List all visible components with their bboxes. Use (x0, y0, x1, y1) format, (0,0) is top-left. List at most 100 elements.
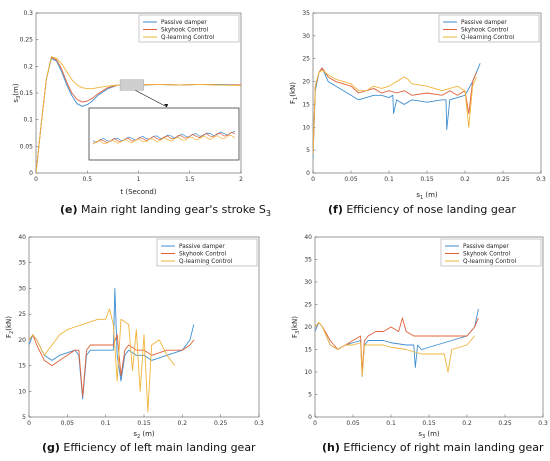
x-tick-label: 0.05 (344, 176, 358, 183)
caption-letter: (h) (322, 441, 340, 454)
y-axis-label-main: F (5, 334, 13, 338)
x-tick-label: 0.05 (346, 420, 360, 427)
series-line-2 (315, 322, 475, 377)
plot-area (28, 236, 260, 418)
x-tick-label: 0.3 (254, 420, 264, 427)
x-axis-label-main: s (418, 430, 422, 438)
x-tick-label: 0.3 (536, 176, 546, 183)
y-axis-label-sub: 2 (9, 331, 15, 334)
y-tick-label: 10 (304, 369, 312, 376)
y-tick-label: 25 (304, 302, 312, 309)
x-axis-label-sub: 3 (422, 434, 425, 440)
caption-text: Efficiency of left main landing gear (60, 441, 256, 454)
x-tick-label: 0.3 (538, 420, 548, 427)
caption-sub: 3 (266, 209, 271, 218)
y-tick-label: 15 (304, 347, 312, 354)
y-tick-label: 40 (18, 234, 26, 241)
y-axis-label-suffix: (m) (12, 83, 20, 96)
y-axis-label-suffix: (kN) (5, 316, 13, 331)
legend: Passive damper Skyhook ControlQ-learning … (440, 238, 542, 267)
x-axis-label-suffix: (m) (423, 191, 438, 199)
legend-label-1: Skyhook Control (461, 28, 509, 34)
series-group (313, 63, 481, 160)
y-tick-label: 0.2 (23, 63, 33, 70)
x-axis-label-sub: 1 (420, 195, 423, 201)
y-axis-label-sub: 3 (16, 96, 22, 99)
y-tick-label: 40 (304, 234, 312, 241)
y-tick-label: 5 (22, 414, 26, 421)
inset-series-2 (92, 135, 236, 145)
y-tick-label: 30 (18, 285, 26, 292)
panel-caption: (e) Main right landing gear's stroke S3 (60, 203, 271, 218)
series-line-0 (313, 63, 481, 160)
legend-label-0: Passive damper (463, 244, 509, 250)
series-line-1 (29, 334, 195, 397)
x-axis-label-main: s (133, 430, 137, 438)
caption-letter: (g) (42, 441, 60, 454)
legend: Passive damper Skyhook ControlQ-learning … (138, 14, 240, 43)
series-group (315, 308, 479, 377)
y-tick-label: 5 (308, 392, 312, 399)
y-tick-label: 0 (29, 170, 33, 177)
legend-label-2: Q-learning Control (463, 259, 517, 265)
y-tick-label: 20 (304, 324, 312, 331)
y-tick-label: 0.25 (20, 37, 34, 44)
y-axis-label-suffix: (kN) (291, 316, 299, 331)
y-tick-label: 0 (308, 414, 312, 421)
y-tick-label: 0.3 (23, 10, 33, 17)
legend-label-1: Skyhook Control (179, 252, 227, 258)
y-axis-label-main: F (289, 100, 297, 104)
y-axis-label: F2(kN) (5, 316, 15, 338)
x-tick-label: 0.2 (178, 420, 188, 427)
x-tick-label: 0.15 (420, 176, 434, 183)
x-tick-label: 0.15 (137, 420, 151, 427)
y-tick-label: 20 (18, 337, 26, 344)
legend: Passive damper Skyhook ControlQ-learning … (156, 238, 258, 267)
inset-box (88, 107, 240, 161)
y-axis-label-main: F (291, 334, 299, 338)
zoom-region (119, 79, 144, 91)
x-tick-label: 0.5 (82, 176, 92, 183)
x-tick-label: 0.2 (462, 420, 472, 427)
x-tick-label: 1 (137, 176, 141, 183)
caption-text: Efficiency of right main landing gear (340, 441, 544, 454)
y-tick-label: 10 (18, 388, 26, 395)
x-tick-label: 2 (239, 176, 243, 183)
series-group (36, 56, 241, 173)
x-axis-label: s3 (m) (418, 430, 440, 440)
x-tick-label: 1.5 (185, 176, 195, 183)
legend-label-1: Skyhook Control (161, 28, 209, 34)
x-axis-label: s1 (m) (416, 191, 438, 201)
caption-text: Main right landing gear's stroke S (78, 203, 266, 216)
x-axis-label: s2 (m) (133, 430, 155, 440)
y-axis-label: F1(kN) (289, 82, 299, 104)
y-tick-label: 30 (302, 33, 310, 40)
x-tick-label: 0.25 (214, 420, 228, 427)
y-tick-label: 30 (304, 279, 312, 286)
y-tick-label: 0.15 (20, 90, 34, 97)
x-tick-label: 0.15 (422, 420, 436, 427)
x-tick-label: 0 (27, 420, 31, 427)
legend-label-0: Passive damper (461, 20, 507, 26)
series-group (29, 287, 195, 413)
legend: Passive damper Skyhook ControlQ-learning … (438, 14, 540, 43)
y-axis-label-suffix: (kN) (289, 82, 297, 97)
y-tick-label: 10 (302, 124, 310, 131)
y-tick-label: 20 (302, 79, 310, 86)
series-line-0 (29, 287, 195, 400)
x-tick-label: 0.25 (496, 176, 510, 183)
panel-caption: (g) Efficiency of left main landing gear (42, 441, 256, 454)
y-tick-label: 35 (18, 260, 26, 267)
legend-label-0: Passive damper (161, 20, 207, 26)
legend-label-0: Passive damper (179, 244, 225, 250)
inset-series-1 (92, 131, 236, 144)
y-tick-label: 35 (302, 10, 310, 17)
y-tick-label: 25 (18, 311, 26, 318)
x-axis-label-suffix: (m) (140, 430, 155, 438)
y-axis-label-sub: 1 (293, 97, 299, 100)
x-tick-label: 0.1 (386, 420, 396, 427)
y-axis-label: s3(m) (12, 83, 22, 102)
series-line-2 (313, 69, 477, 155)
